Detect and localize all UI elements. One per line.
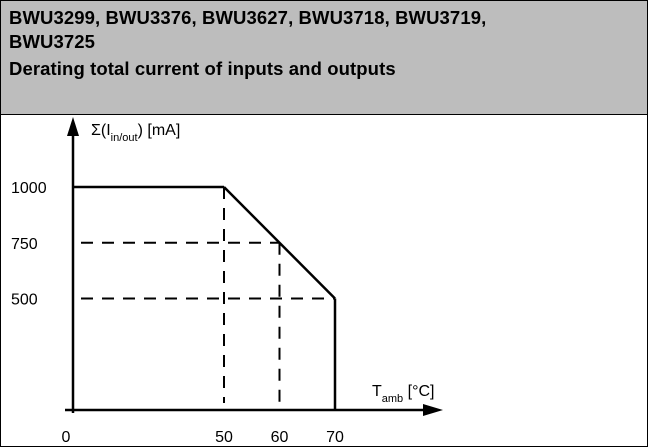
y-tick-label: 1000 — [11, 180, 47, 197]
x-tick-label: 70 — [326, 429, 344, 446]
derating-curve — [73, 185, 337, 410]
model-list-line-1: BWU3299, BWU3376, BWU3627, BWU3718, BWU3… — [9, 7, 487, 28]
curve-segment-1 — [223, 186, 336, 300]
y-tick-label: 500 — [11, 292, 38, 309]
x-axis-arrow — [423, 404, 443, 416]
x-tick-label: 60 — [271, 429, 289, 446]
y-axis-title: Σ(Iin/out) [mA] — [91, 122, 180, 144]
y-tick-labels: 1000 750 500 — [11, 180, 47, 309]
model-list-line-2: BWU3725 — [9, 31, 96, 52]
y-axis-arrow — [67, 117, 79, 136]
x-tick-label: 50 — [215, 429, 233, 446]
chart-title: Derating total current of inputs and out… — [9, 58, 396, 79]
figure-header: BWU3299, BWU3376, BWU3627, BWU3718, BWU3… — [1, 1, 647, 115]
y-tick-label: 750 — [11, 236, 38, 253]
x-axis-title: Tamb [°C] — [372, 383, 434, 405]
x-origin-label: 0 — [62, 429, 71, 446]
guide-lines — [81, 187, 335, 403]
x-tick-labels: 50 60 70 — [215, 429, 344, 446]
